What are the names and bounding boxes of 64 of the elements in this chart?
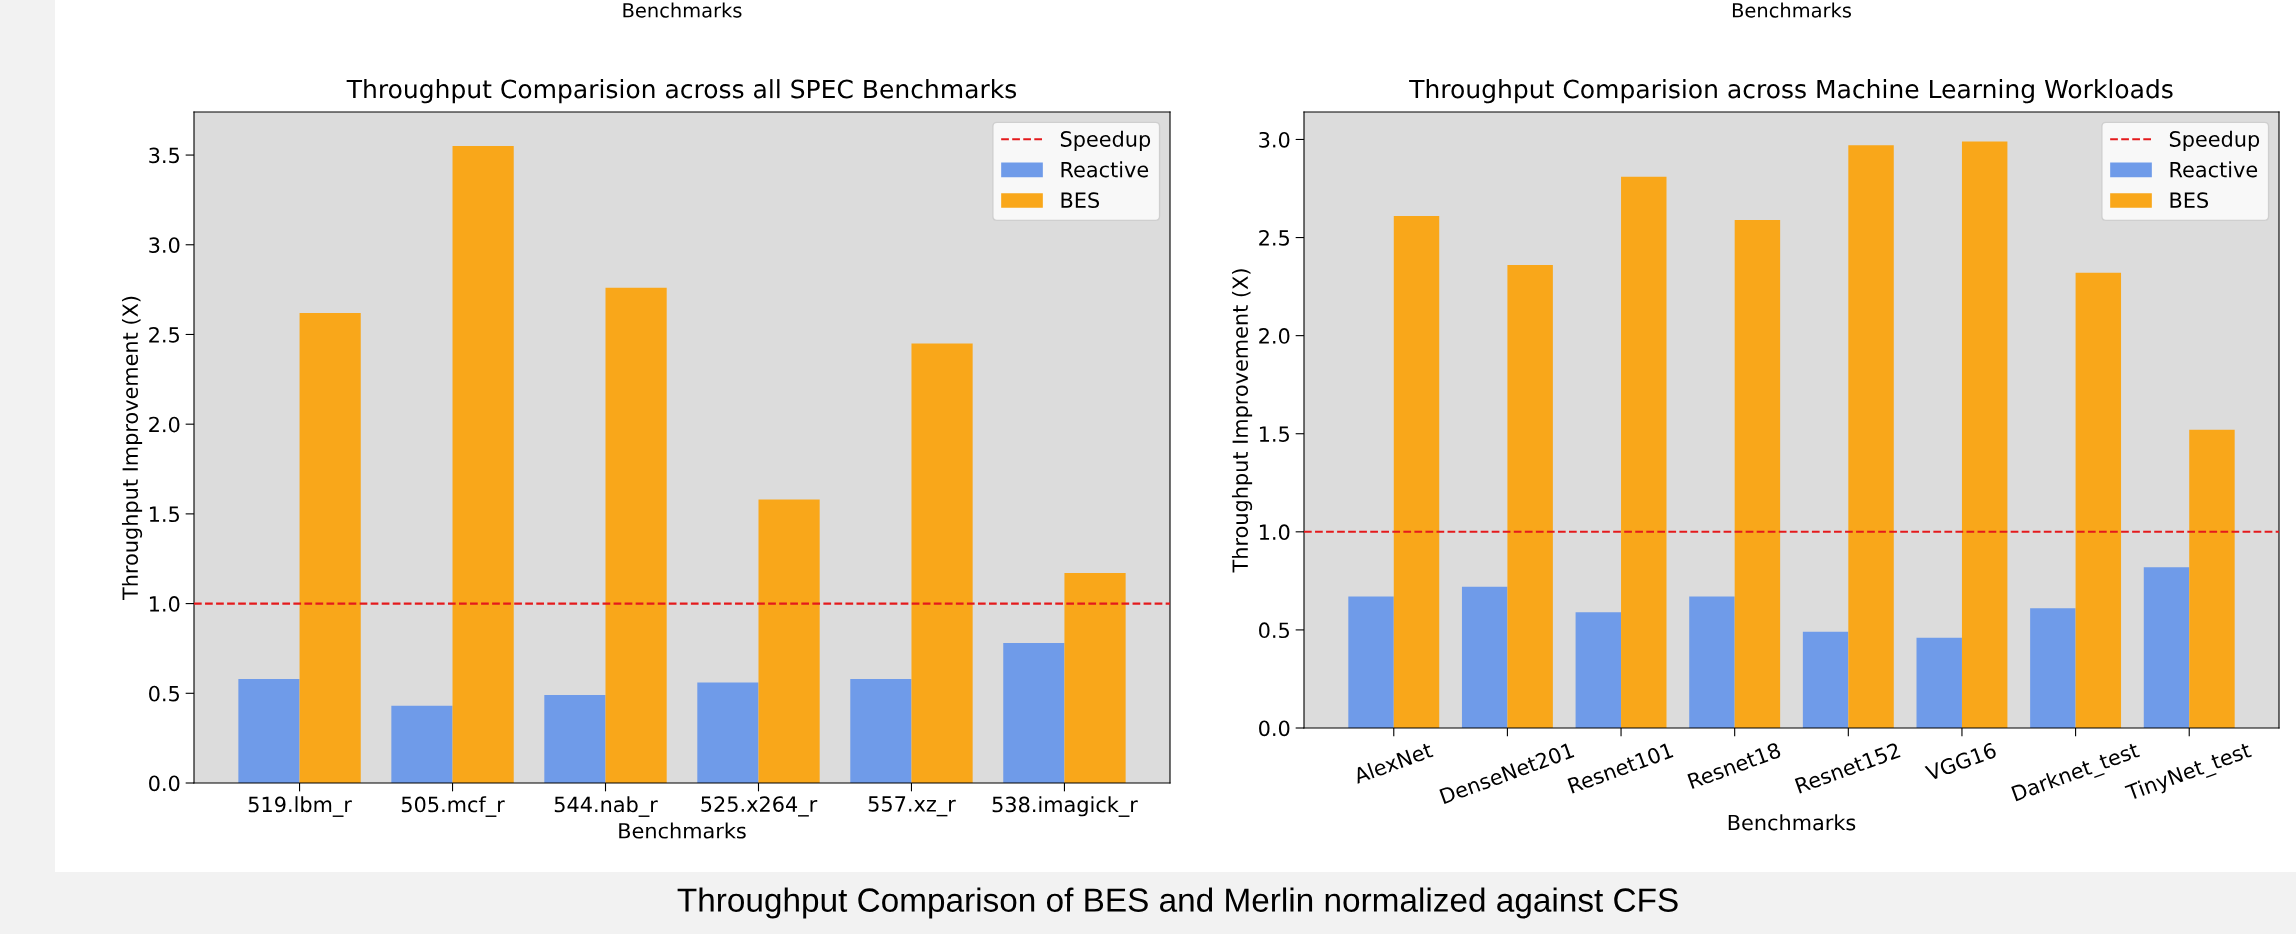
y-tick-label: 1.0 [149, 596, 180, 612]
y-tick-label: 0.5 [149, 685, 179, 702]
legend-label: BES [2170, 192, 2209, 209]
bar [1802, 631, 1849, 728]
x-tick-label: 505.mcf_r [401, 796, 505, 817]
x-axis-title: Benchmarks [1728, 814, 1856, 831]
chart-title: Throughput Comparision across all SPEC Benchmarks [346, 79, 1017, 104]
x-tick-label: 525.x264_r [701, 796, 818, 817]
text: Benchmarks [1732, 2, 1851, 18]
y-tick-label: 2.0 [1259, 328, 1290, 344]
chart-title: Throughput Comparision across Machine Learning Workloads [1409, 79, 2173, 104]
y-axis-title: Throughput Improvement (X) [1231, 269, 1253, 573]
bar [911, 343, 973, 783]
bar [2075, 272, 2122, 728]
bar [544, 695, 606, 783]
bar [1575, 612, 1622, 728]
x-tick-label: 557.xz_r [868, 796, 956, 817]
bar [697, 682, 759, 783]
legend-label: Reactive [1061, 161, 1149, 178]
text: Benchmarks [623, 2, 742, 18]
y-tick-label: 2.5 [1259, 230, 1289, 246]
y-tick-label: 0.5 [1259, 622, 1289, 639]
x-tick-label: 519.lbm_r [248, 796, 352, 817]
bar [2143, 567, 2190, 728]
bar [391, 705, 453, 783]
bar [605, 287, 667, 783]
bar [1734, 219, 1781, 728]
y-tick-label: 2.5 [149, 326, 179, 343]
y-tick-label: 0.0 [149, 775, 180, 792]
bar [238, 678, 300, 783]
y-tick-label: 3.0 [1259, 131, 1290, 148]
bar [1961, 141, 2008, 728]
bar [850, 678, 912, 783]
legend-label: Speedup [2169, 130, 2260, 151]
y-tick-label: 1.0 [1259, 524, 1290, 541]
y-tick-label: 3.5 [149, 147, 179, 164]
x-tick-label: 544.nab_r [554, 796, 658, 817]
bar [2189, 429, 2235, 728]
y-tick-label: 0.0 [1259, 720, 1290, 737]
bar [1461, 586, 1508, 728]
bar [1848, 145, 1894, 728]
bar [1348, 596, 1394, 728]
y-axis-title: Throughput Improvement (X) [121, 296, 143, 601]
x-axis-title: Benchmarks [619, 822, 746, 839]
x-tick-label: 538.imagick_r [992, 796, 1138, 817]
y-tick-label: 3.0 [149, 237, 180, 253]
legend-label: Speedup [1060, 130, 1151, 151]
bar [758, 499, 820, 783]
bar [299, 312, 361, 783]
y-tick-label: 1.5 [1259, 426, 1289, 442]
bar [1507, 265, 1553, 728]
bar [1393, 215, 1440, 728]
bar [2030, 608, 2076, 728]
bar [1916, 637, 1962, 728]
y-tick-label: 2.0 [149, 416, 180, 433]
legend-label: BES [1061, 192, 1100, 209]
bar [1621, 176, 1667, 728]
text: Throughput Comparison of BES and Merlin normalized against CFS [677, 887, 1678, 919]
legend-label: Reactive [2170, 161, 2258, 178]
bar [1689, 596, 1735, 728]
y-tick-label: 1.5 [149, 506, 179, 523]
bar [1064, 573, 1126, 783]
bar [452, 146, 514, 783]
bar [1003, 643, 1065, 783]
